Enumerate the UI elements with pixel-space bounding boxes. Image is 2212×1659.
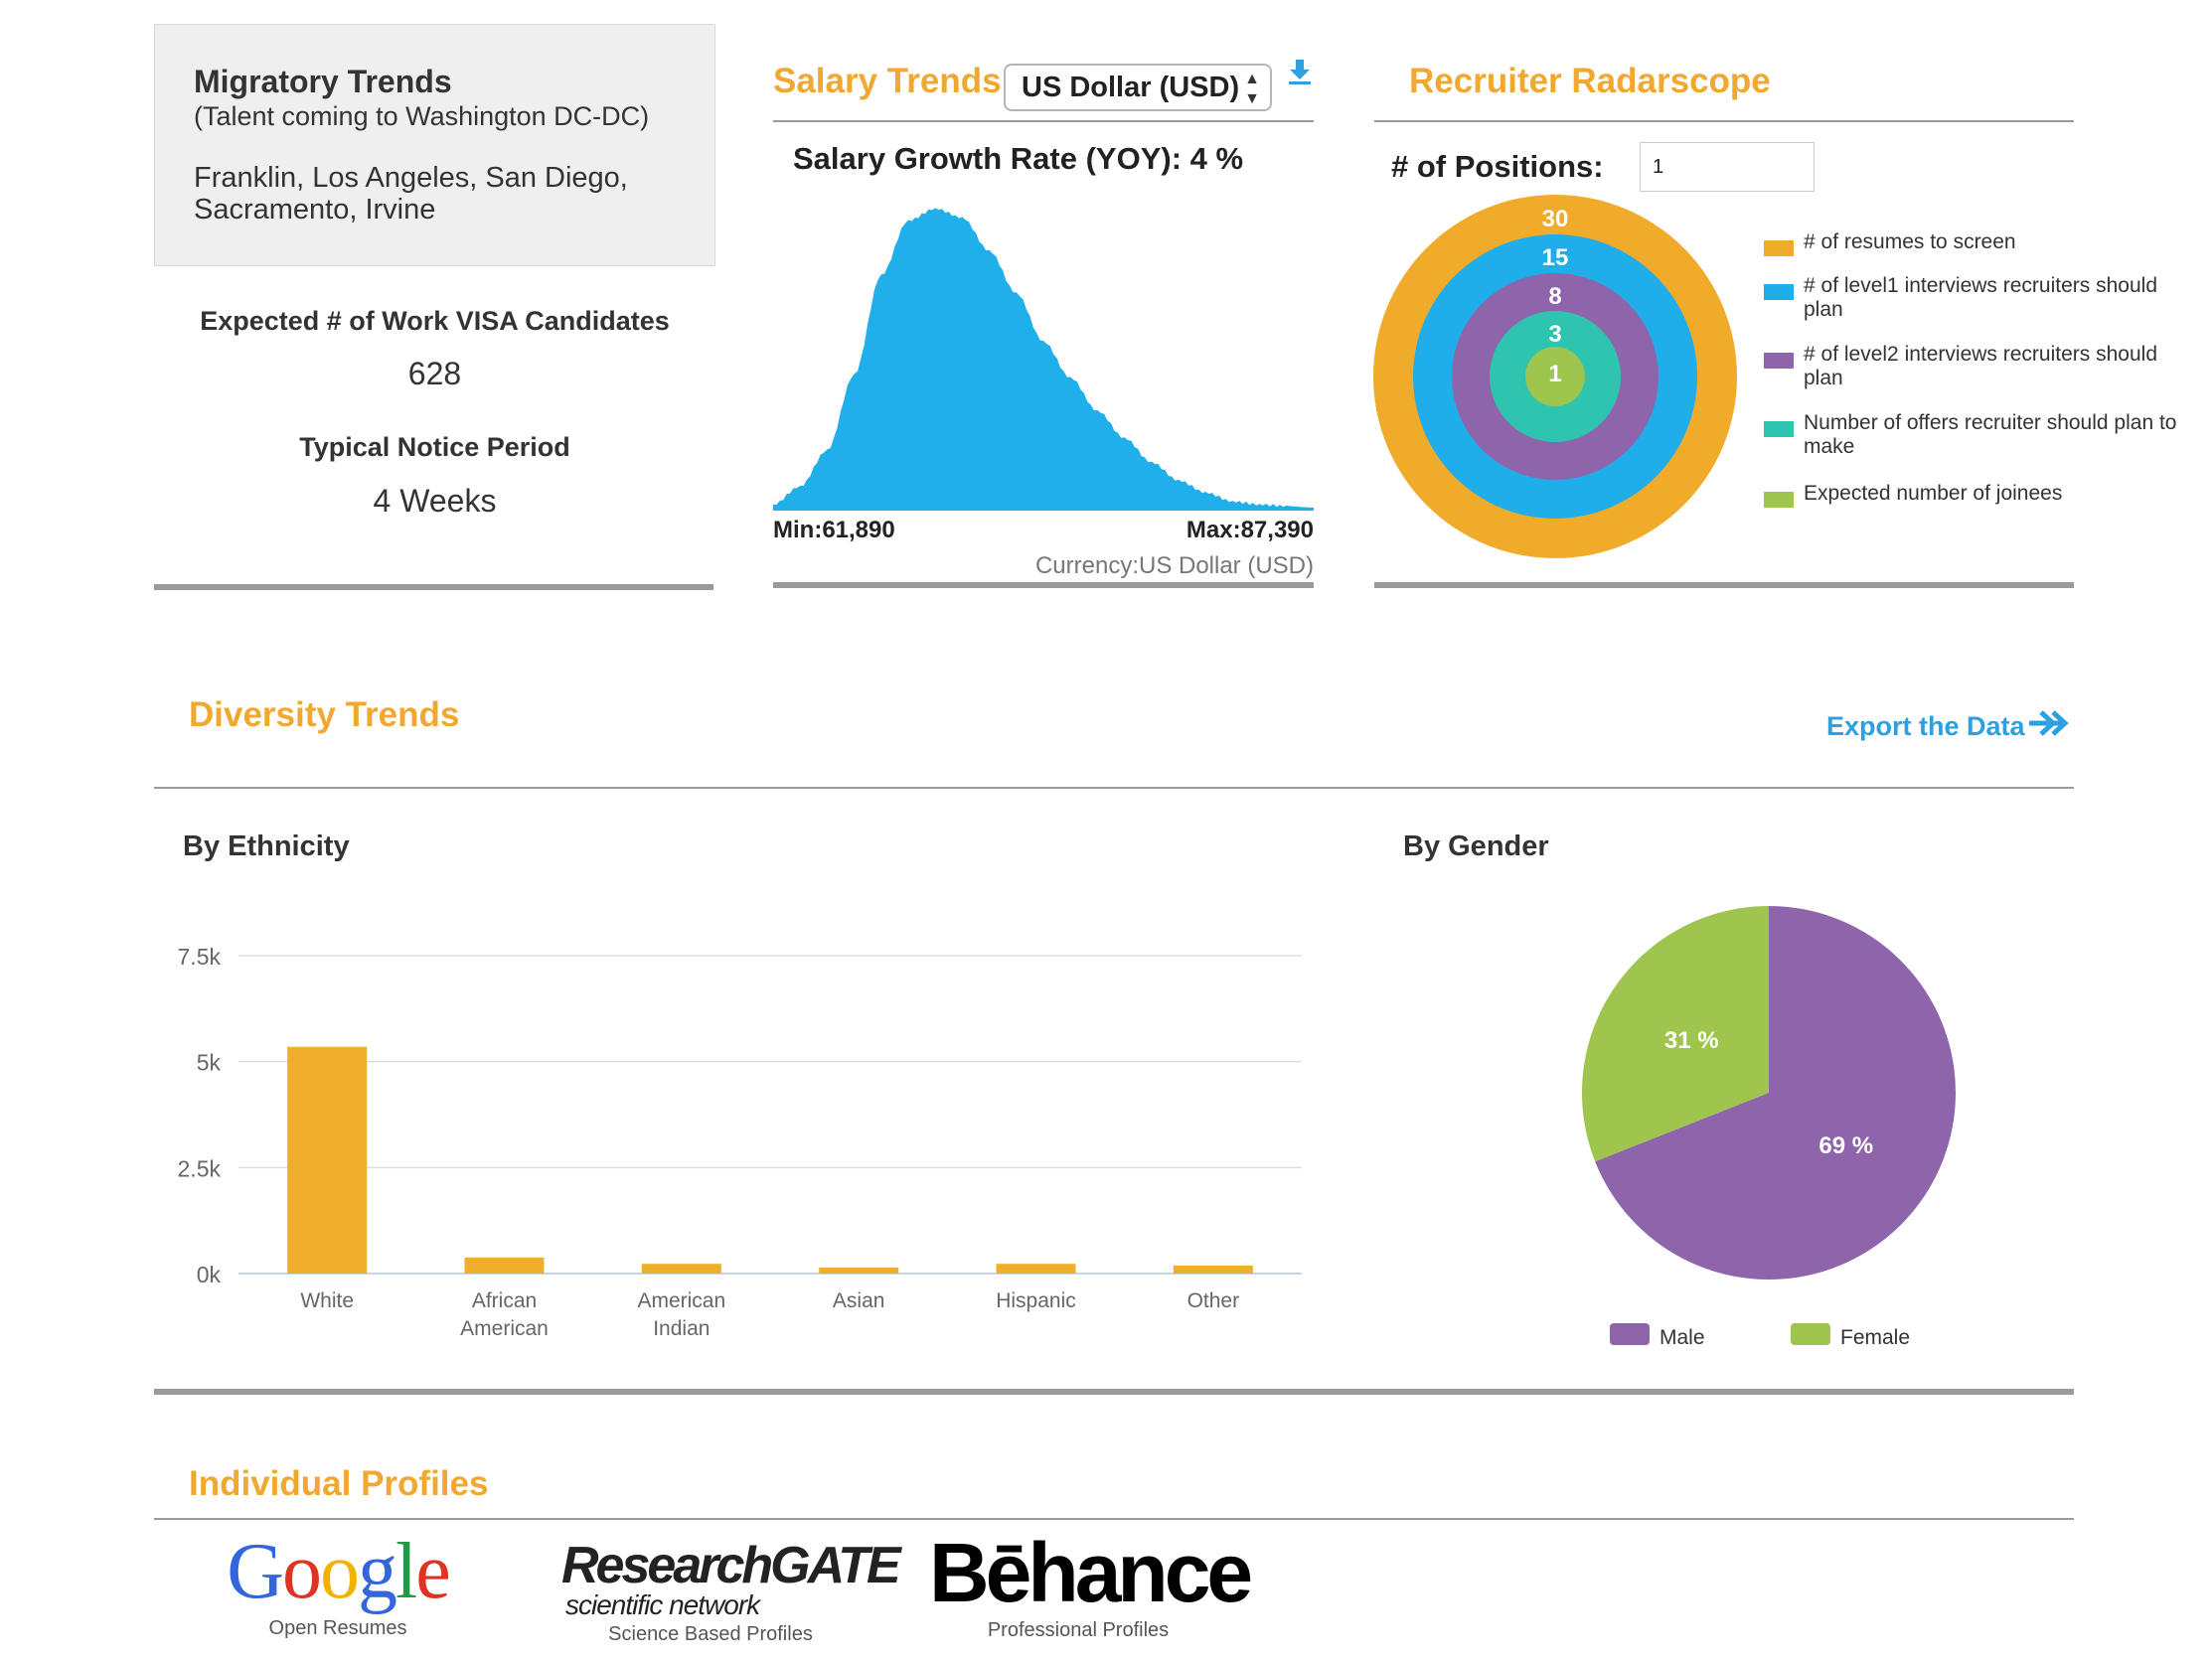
salary-header-divider <box>773 120 1314 122</box>
migratory-divider <box>154 584 713 590</box>
profile-caption: Professional Profiles <box>987 1619 1170 1641</box>
y-tick-label: 7.5k <box>178 944 222 970</box>
ethnicity-title: By Ethnicity <box>183 830 350 862</box>
profile-caption: Open Resumes <box>268 1617 407 1639</box>
visa-value: 628 <box>407 356 462 391</box>
bar-american-indian[interactable] <box>641 1264 721 1274</box>
x-tick-label: African <box>472 1289 537 1312</box>
legend-label: # of resumes to screen <box>1804 230 2016 253</box>
notice-label: Typical Notice Period <box>299 432 570 462</box>
radarscope-chart: 30 15 8 3 1 <box>1373 195 1737 558</box>
radar-ring-value-2: 15 <box>1542 244 1569 271</box>
gender-legend: Male Female <box>1610 1323 1910 1349</box>
double-arrow-right-icon[interactable] <box>2027 709 2071 742</box>
legend-label: Female <box>1840 1326 1910 1349</box>
legend-swatch <box>1764 353 1794 369</box>
salary-max-label: Max:87,390 <box>1185 517 1314 543</box>
visa-label: Expected # of Work VISA Candidates <box>200 306 670 336</box>
legend-swatch <box>1764 492 1794 508</box>
migratory-subtitle: (Talent coming to Washington DC-DC) <box>194 101 650 131</box>
legend-label: Male <box>1659 1326 1705 1349</box>
radar-legend-item: # of resumes to screen <box>1764 230 2201 296</box>
google-logo: Google <box>227 1528 451 1615</box>
y-tick-label: 2.5k <box>178 1155 222 1181</box>
bar-white[interactable] <box>287 1046 368 1274</box>
recruiter-title: Recruiter Radarscope <box>1409 62 1771 100</box>
bar-hispanic[interactable] <box>996 1264 1076 1274</box>
pie-label: 69 % <box>1818 1132 1873 1159</box>
notice-value: 4 Weeks <box>373 483 497 519</box>
x-tick-label: Asian <box>833 1289 885 1312</box>
migratory-cities: Franklin, Los Angeles, San Diego, Sacram… <box>194 162 628 226</box>
gender-pie-chart: 69 % 31 % <box>1582 906 1956 1280</box>
radar-ring-value-5: 1 <box>1548 361 1561 387</box>
pie-label: 31 % <box>1664 1027 1719 1054</box>
download-icon[interactable] <box>1288 60 1312 90</box>
radar-ring-5 <box>1525 347 1585 406</box>
salary-divider <box>773 582 1314 588</box>
diversity-title: Diversity Trends <box>189 695 460 734</box>
legend-swatch <box>1791 1323 1830 1345</box>
y-tick-label: 0k <box>197 1262 222 1287</box>
currency-select[interactable]: US Dollar (USD) ▲ ▼ <box>1004 64 1272 111</box>
researchgate-tagline: scientific network <box>565 1589 760 1620</box>
radar-legend-item: Number of offers recruiter should plan t… <box>1764 411 2201 477</box>
radar-ring-value-3: 8 <box>1548 283 1561 310</box>
profiles-title: Individual Profiles <box>189 1464 489 1503</box>
select-arrows-icon: ▲ ▼ <box>1244 71 1260 107</box>
legend-label: # of level2 interviews recruiters should… <box>1804 343 2157 389</box>
profile-google[interactable]: Google Open Resumes <box>189 1530 487 1640</box>
legend-swatch <box>1764 421 1794 437</box>
positions-input[interactable] <box>1640 142 1815 192</box>
diversity-header-divider <box>154 787 2074 789</box>
radar-legend-item: Expected number of joinees <box>1764 482 2201 547</box>
legend-swatch <box>1764 284 1794 300</box>
ethnicity-bar-chart: 0k 2.5k 5k 7.5k White African American American… <box>178 944 1302 1340</box>
x-tick-label: Indian <box>653 1317 710 1340</box>
radar-ring-value-4: 3 <box>1548 321 1561 348</box>
profile-researchgate[interactable]: ResearchGATE scientific network Science … <box>561 1530 901 1646</box>
profile-caption: Science Based Profiles <box>608 1623 813 1645</box>
behance-logo: Bēhance <box>929 1526 1253 1619</box>
x-tick-label: American <box>637 1289 725 1312</box>
migratory-panel <box>154 24 715 266</box>
pie-slice-male[interactable] <box>1595 906 1956 1280</box>
profiles-divider <box>154 1518 2074 1520</box>
diversity-divider <box>154 1389 2074 1395</box>
bar-other[interactable] <box>1173 1265 1253 1274</box>
radar-ring-value-1: 30 <box>1542 206 1569 232</box>
legend-label: Number of offers recruiter should plan t… <box>1804 411 2177 458</box>
salary-title: Salary Trends <box>773 62 1002 100</box>
legend-swatch <box>1764 240 1794 256</box>
legend-label: # of level1 interviews recruiters should… <box>1804 274 2157 321</box>
bar-african-american[interactable] <box>464 1257 545 1274</box>
legend-label: Expected number of joinees <box>1804 482 2063 505</box>
currency-select-value: US Dollar (USD) <box>1022 72 1240 103</box>
recruiter-divider <box>1374 582 2074 588</box>
profile-behance[interactable]: Bēhance Professional Profiles <box>929 1526 1253 1642</box>
export-data-link[interactable]: Export the Data <box>1826 711 2025 741</box>
legend-swatch <box>1610 1323 1650 1345</box>
pie-slice-female[interactable] <box>1582 906 1769 1162</box>
salary-min-label: Min:61,890 <box>773 517 895 543</box>
x-tick-label: White <box>300 1289 354 1312</box>
x-tick-label: Hispanic <box>996 1289 1076 1312</box>
radar-legend-item: # of level1 interviews recruiters should… <box>1764 274 2201 340</box>
salary-growth-rate: Salary Growth Rate (YOY): 4 % <box>793 141 1244 176</box>
salary-area-series <box>773 208 1314 512</box>
y-tick-label: 5k <box>197 1050 222 1076</box>
salary-distribution-chart <box>773 208 1314 512</box>
salary-currency-label: Currency:US Dollar (USD) <box>1034 552 1314 579</box>
positions-label: # of Positions: <box>1391 149 1604 184</box>
recruiter-header-divider <box>1374 120 2074 122</box>
bar-asian[interactable] <box>819 1268 899 1274</box>
researchgate-logo: ResearchGATE <box>561 1537 901 1594</box>
migratory-title: Migratory Trends <box>194 64 452 99</box>
gender-title: By Gender <box>1403 830 1549 862</box>
x-tick-label: Other <box>1187 1289 1240 1312</box>
x-tick-label: American <box>460 1317 549 1340</box>
radar-legend-item: # of level2 interviews recruiters should… <box>1764 343 2201 408</box>
